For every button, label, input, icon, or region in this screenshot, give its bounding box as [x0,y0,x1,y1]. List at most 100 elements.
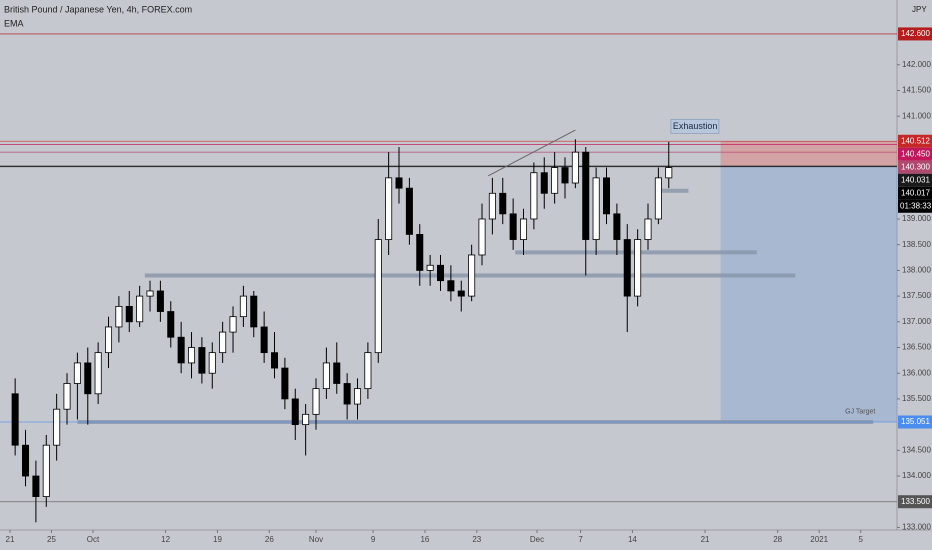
x-tick-label: 28 [773,535,782,544]
candle-body [22,444,30,477]
price-tag [898,186,932,200]
price-tag [898,495,932,509]
candle-body [63,383,71,410]
indicator-label: EMA [4,18,24,28]
candle-body [271,352,279,369]
y-tick-label: 139.000 [902,214,931,223]
y-tick-label: 141.000 [902,111,931,120]
candle-body [333,362,341,384]
price-tag-label: 142.600 [901,29,930,38]
candle-body [343,383,351,405]
x-tick-label: 12 [161,535,170,544]
candle-body [364,352,372,390]
candle-body [312,388,320,415]
price-tag-label: 140.512 [901,136,930,145]
candle-body [592,177,600,240]
x-tick-label: 14 [628,535,637,544]
candle-body [291,398,299,426]
candle-body [530,172,538,220]
candle-body [250,295,258,328]
x-tick-label: Oct [87,535,100,544]
target-zone [720,165,897,422]
candle-body [602,177,611,215]
x-tick-label: 9 [371,535,376,544]
countdown-tag [898,199,932,213]
x-tick-label: 21 [701,535,710,544]
candle-body [188,347,196,364]
candle-body [395,177,403,189]
price-tag-label: 140.450 [901,149,930,158]
candle-body [623,239,631,297]
candle-body [73,362,81,384]
candle-body [613,213,621,240]
candle-body [540,172,548,194]
candle-body [84,362,92,395]
candle-body [177,336,185,364]
x-tick-label: 16 [420,535,429,544]
annotation: GJ Target [845,409,875,416]
candle-body [32,475,40,497]
candle-body [405,187,413,235]
candle-body [94,352,102,395]
candle-body [416,234,424,271]
candle-body [561,167,569,184]
x-tick-label: 26 [265,535,274,544]
x-tick-label: 21 [6,535,15,544]
candle-body [478,218,486,256]
price-tag-label: 140.031 [901,175,930,184]
candle-body [11,393,19,446]
price-tag-label: 140.300 [901,162,930,171]
candle-body [322,362,330,390]
price-tag [898,147,932,161]
x-tick-label: 7 [578,535,583,544]
candle-body [634,239,642,297]
candle-body [219,331,227,354]
candle-body [146,290,154,297]
y-tick-label: 133.000 [902,523,931,532]
candle-body [229,316,237,333]
price-tag [898,134,932,148]
x-tick-label: Nov [309,535,323,544]
candle-body [125,305,133,323]
y-tick-label: 135.500 [902,394,931,403]
candle-body [167,311,175,338]
trend-line [488,129,576,177]
candle-body [571,151,579,184]
x-tick-label: 5 [858,535,863,544]
chart-title: British Pound / Japanese Yen, 4h, FOREX.… [4,4,192,14]
stop-zone [720,141,897,166]
candle-body [426,264,434,271]
price-tag [898,27,932,41]
currency-label: JPY [912,5,927,14]
candle-body [260,326,268,354]
candle-body [198,347,206,374]
price-tag-label: 140.017 [901,188,930,197]
price-tag-label: 133.500 [901,497,930,506]
x-tick-label: 23 [472,535,481,544]
candle-body [582,151,590,240]
x-tick-label: Dec [530,535,544,544]
candle-body [519,218,528,240]
y-tick-label: 134.500 [902,445,931,454]
y-tick-label: 136.500 [902,343,931,352]
candle-body [551,167,559,194]
y-tick-label: 137.000 [902,317,931,326]
annotation-box [670,118,720,134]
y-tick-label: 138.500 [902,240,931,249]
candle-body [468,254,476,297]
candle-body [105,326,113,354]
x-tick-label: 19 [213,535,222,544]
candle-body [644,218,652,240]
y-tick-label: 137.500 [902,291,931,300]
price-tag [898,173,932,187]
candle-body [239,295,247,318]
x-tick-label: 25 [47,535,56,544]
candle-body [385,177,393,240]
candle-body [156,290,164,312]
y-tick-label: 142.000 [902,60,931,69]
countdown: 01:38:33 [900,201,932,210]
y-tick-label: 138.000 [902,266,931,275]
y-tick-label: 136.000 [902,368,931,377]
candle-body [436,264,445,282]
candle-body [42,444,50,497]
